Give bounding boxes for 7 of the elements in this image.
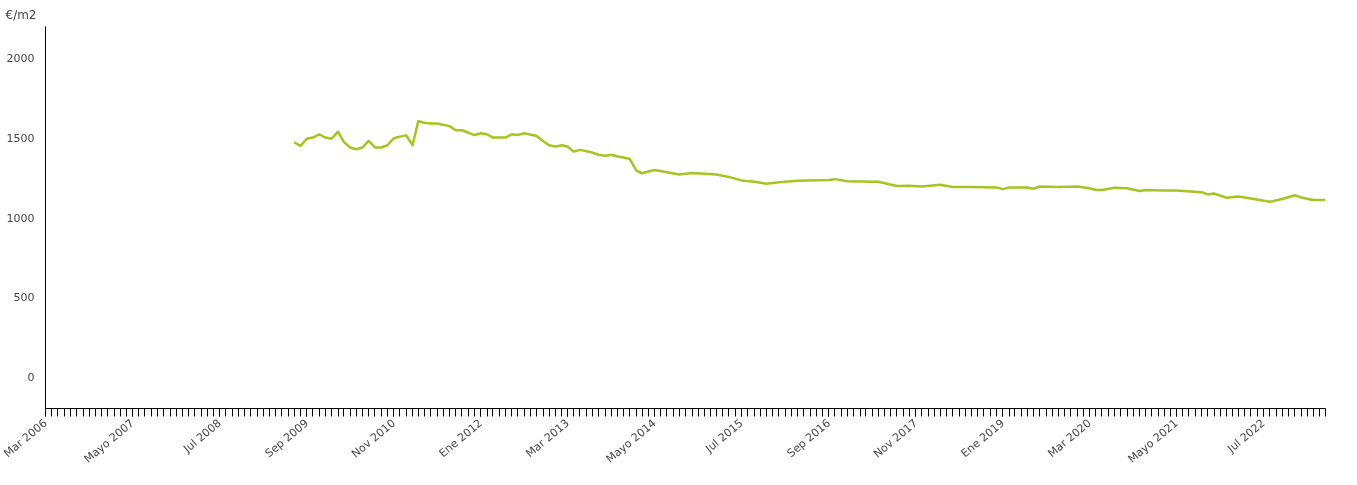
- y-tick-label: 500: [13, 291, 35, 305]
- y-axis-title: €/m2: [5, 7, 37, 22]
- line-series: [292, 119, 1326, 203]
- y-tick-label: 2000: [6, 52, 35, 66]
- y-tick-label: 1500: [6, 131, 35, 145]
- y-tick-label: 0: [27, 370, 35, 384]
- y-tick-label: 1000: [6, 211, 35, 225]
